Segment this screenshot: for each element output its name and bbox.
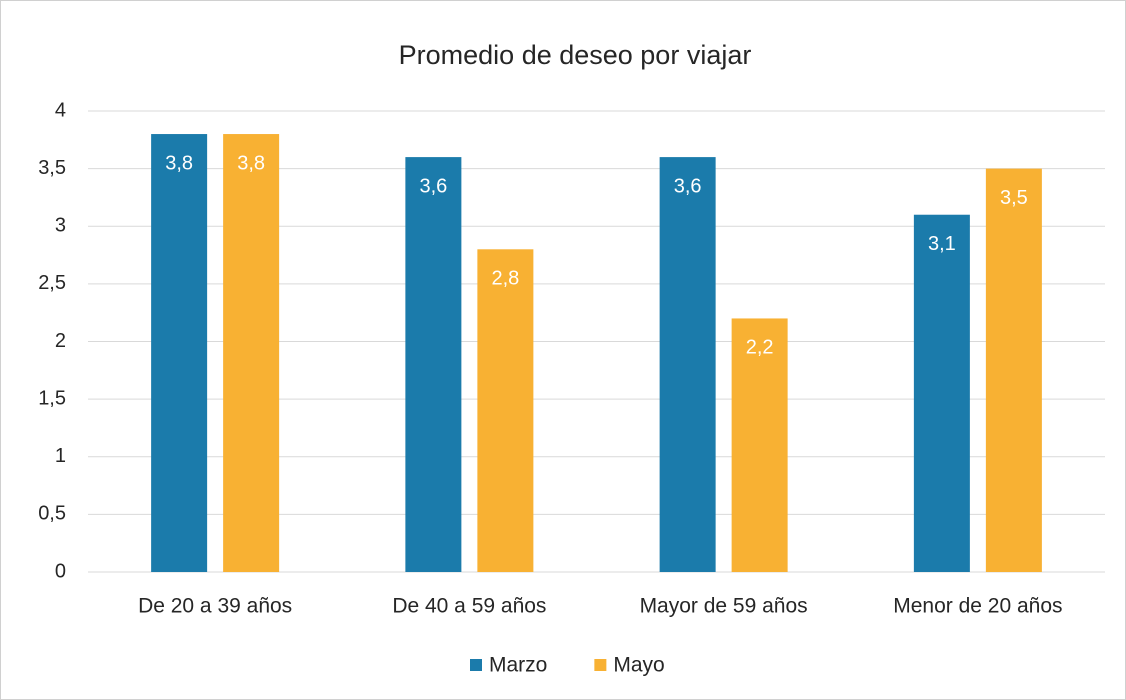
y-tick-label: 2: [55, 330, 66, 352]
data-label: 3,8: [237, 152, 265, 174]
y-tick-label: 0: [55, 560, 66, 582]
chart-title: Promedio de deseo por viajar: [399, 40, 752, 70]
data-label: 2,8: [491, 268, 519, 290]
bar: [985, 168, 1042, 572]
data-label: 3,5: [1000, 187, 1028, 209]
x-tick-label: De 40 a 59 años: [392, 595, 546, 618]
legend-swatch: [470, 659, 482, 671]
bar: [405, 157, 462, 572]
data-label: 3,8: [165, 152, 193, 174]
legend-swatch: [594, 659, 607, 671]
legend-label: Mayo: [613, 654, 664, 677]
y-tick-label: 3: [55, 215, 66, 237]
x-tick-label: De 20 a 39 años: [138, 595, 292, 618]
y-tick-label: 3,5: [38, 157, 66, 179]
data-label: 3,1: [928, 233, 956, 255]
x-tick-label: Mayor de 59 años: [640, 595, 808, 618]
y-tick-label: 4: [55, 99, 66, 121]
bar: [731, 318, 788, 572]
data-label: 3,6: [674, 175, 702, 197]
bar: [913, 214, 970, 572]
y-tick-label: 1,5: [38, 387, 66, 409]
data-label: 3,6: [419, 175, 447, 197]
y-tick-label: 0,5: [38, 503, 66, 525]
y-tick-label: 2,5: [38, 272, 66, 294]
y-tick-label: 1: [55, 445, 66, 467]
bar: [151, 134, 208, 573]
data-label: 2,2: [746, 337, 774, 359]
bar: [477, 249, 534, 573]
bar: [659, 157, 716, 572]
bar: [223, 134, 280, 573]
x-tick-label: Menor de 20 años: [893, 595, 1062, 618]
legend-label: Marzo: [489, 654, 547, 677]
